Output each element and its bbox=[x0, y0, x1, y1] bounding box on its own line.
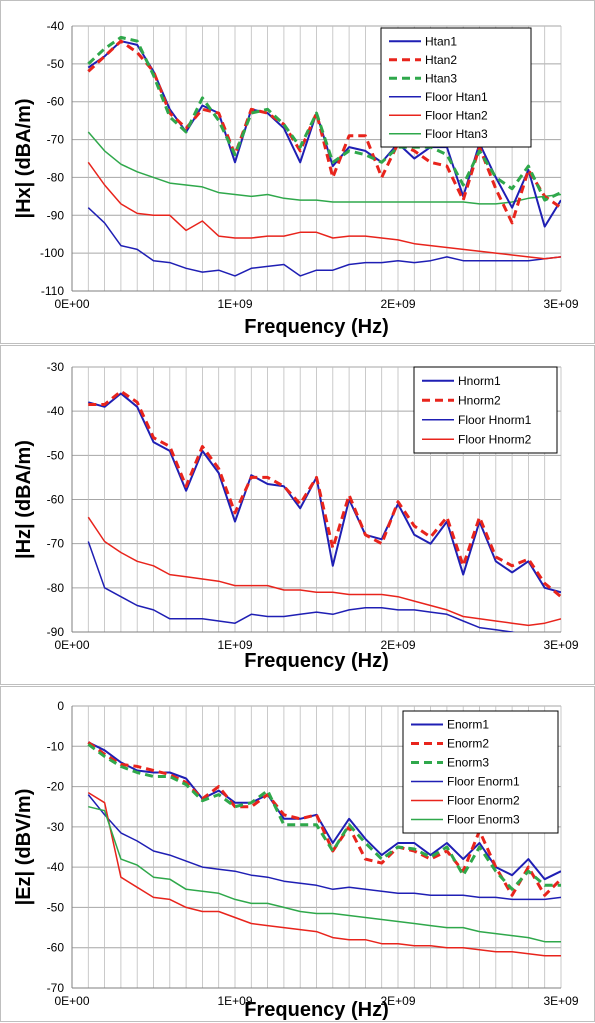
series-line-floor-enorm1 bbox=[87, 794, 561, 901]
series-line-floor-htan2 bbox=[87, 161, 561, 260]
legend-label: Hnorm1 bbox=[458, 374, 501, 388]
x-tick-label: 0E+00 bbox=[54, 297, 89, 311]
x-tick-label: 1E+09 bbox=[217, 994, 252, 1008]
legend-label: Htan1 bbox=[425, 34, 457, 48]
legend-label: Enorm2 bbox=[447, 737, 489, 751]
y-tick-label: -70 bbox=[47, 537, 65, 551]
chart-1: -110 -100 -90 -80 -70 -60 -50 -40 0E+00 1E+09 2E+0… bbox=[0, 0, 595, 344]
chart-2: -90 -80 -70 -60 -50 -40 -30 0E+00 1E+09 2E+09 3E+0… bbox=[0, 345, 595, 685]
legend-label: Htan2 bbox=[425, 53, 457, 67]
y-axis-title: |Hz| (dBA/m) bbox=[13, 440, 35, 559]
x-tick-label: 3E+09 bbox=[543, 638, 578, 652]
series-line-enorm2 bbox=[87, 741, 561, 897]
y-tick-label: -10 bbox=[47, 739, 65, 753]
x-axis-title: Frequency (Hz) bbox=[244, 316, 388, 338]
series-line-htan3 bbox=[87, 35, 561, 202]
legend-label: Floor Htan1 bbox=[425, 90, 488, 104]
series-line-hnorm1 bbox=[88, 392, 561, 594]
y-tick-label: -80 bbox=[47, 581, 65, 595]
y-tick-label: -60 bbox=[47, 941, 65, 955]
y-tick-label: -50 bbox=[47, 448, 65, 462]
y-axis-title: |Ez| (dBV/m) bbox=[13, 789, 35, 906]
legend-label: Floor Hnorm1 bbox=[458, 413, 532, 427]
series-line-enorm1 bbox=[87, 741, 561, 881]
y-tick-label: -110 bbox=[41, 284, 64, 298]
series-line-floor-htan1 bbox=[87, 207, 561, 277]
y-tick-label: -70 bbox=[47, 981, 65, 995]
y-tick-label: -70 bbox=[47, 133, 65, 147]
x-tick-label: 2E+09 bbox=[380, 638, 415, 652]
series-line-floor-hnorm2 bbox=[87, 516, 561, 627]
y-tick-label: -40 bbox=[47, 404, 65, 418]
y-tick-label: 0 bbox=[57, 699, 64, 713]
legend-label: Floor Enorm3 bbox=[447, 813, 520, 827]
legend-label: Floor Htan3 bbox=[425, 127, 488, 141]
x-axis-title: Frequency (Hz) bbox=[244, 999, 388, 1021]
series-line-hnorm2 bbox=[88, 389, 561, 598]
y-tick-label: -60 bbox=[47, 493, 65, 507]
x-tick-label: 1E+09 bbox=[217, 638, 252, 652]
series-line-floor-hnorm1 bbox=[87, 541, 515, 632]
x-tick-label: 3E+09 bbox=[543, 297, 578, 311]
series-line-htan2 bbox=[87, 39, 561, 225]
legend-label: Htan3 bbox=[425, 71, 457, 85]
x-axis-title: Frequency (Hz) bbox=[244, 650, 388, 672]
y-tick-label: -90 bbox=[47, 208, 65, 222]
y-tick-label: -40 bbox=[47, 19, 65, 33]
x-tick-label: 2E+09 bbox=[380, 994, 415, 1008]
legend-label: Hnorm2 bbox=[458, 393, 501, 407]
x-tick-label: 0E+00 bbox=[54, 994, 89, 1008]
series-line-enorm3 bbox=[87, 743, 561, 891]
series-line-floor-enorm2 bbox=[87, 791, 561, 957]
y-axis-title: |Hx| (dBA/m) bbox=[13, 98, 35, 218]
y-tick-label: -80 bbox=[47, 170, 65, 184]
y-tick-label: -90 bbox=[47, 625, 65, 639]
x-tick-label: 1E+09 bbox=[217, 297, 252, 311]
series-line-floor-enorm3 bbox=[88, 805, 561, 943]
y-tick-label: -30 bbox=[47, 360, 65, 374]
legend-label: Enorm1 bbox=[447, 718, 489, 732]
y-tick-label: -60 bbox=[47, 95, 65, 109]
legend-label: Floor Enorm1 bbox=[447, 775, 520, 789]
legend-label: Floor Hnorm2 bbox=[458, 432, 532, 446]
series-line-floor-htan3 bbox=[87, 131, 561, 205]
legend-label: Floor Htan2 bbox=[425, 108, 488, 122]
y-tick-label: -30 bbox=[47, 820, 65, 834]
x-tick-label: 2E+09 bbox=[380, 297, 415, 311]
legend-box bbox=[380, 27, 532, 148]
y-tick-label: -20 bbox=[47, 780, 65, 794]
x-tick-label: 0E+00 bbox=[54, 638, 89, 652]
legend-box bbox=[402, 710, 559, 834]
legend-label: Floor Enorm2 bbox=[447, 794, 520, 808]
chart-3: -70 -60 -50 -40 -30 -20 -10 0 0E+00 1E+09 2E+09 3E+… bbox=[0, 686, 595, 1022]
y-tick-label: -50 bbox=[47, 900, 65, 914]
y-tick-label: -50 bbox=[47, 57, 65, 71]
y-tick-label: -40 bbox=[47, 860, 65, 874]
y-tick-label: -100 bbox=[40, 246, 64, 260]
legend-label: Enorm3 bbox=[447, 756, 489, 770]
x-tick-label: 3E+09 bbox=[543, 994, 578, 1008]
